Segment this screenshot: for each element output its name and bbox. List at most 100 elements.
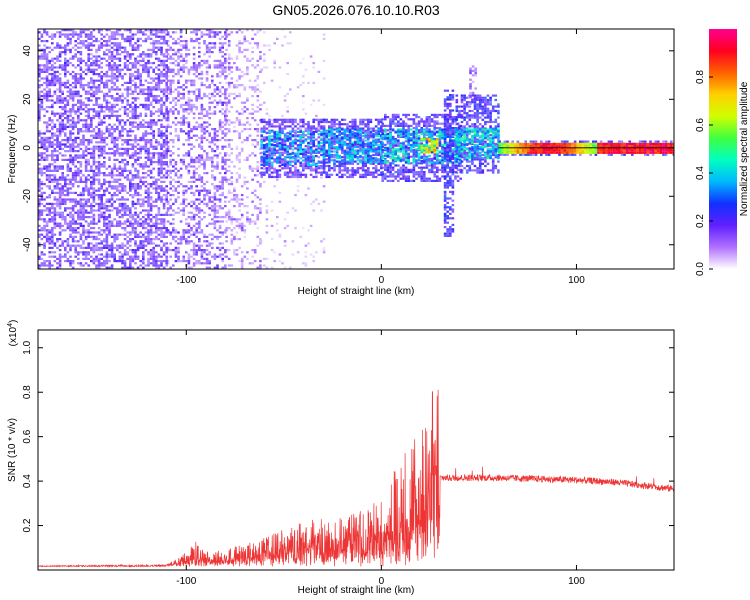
heatmap-cell	[155, 229, 158, 232]
heatmap-cell	[166, 231, 170, 234]
heatmap-cell	[172, 79, 175, 82]
heatmap-cell	[218, 128, 222, 131]
heatmap-cell	[105, 244, 109, 247]
heatmap-cell	[185, 231, 188, 234]
heatmap-cell	[136, 147, 140, 150]
heatmap-cell	[118, 260, 122, 263]
heatmap-cell	[100, 121, 103, 124]
heatmap-cell	[304, 251, 308, 254]
heatmap-cell	[108, 35, 111, 38]
heatmap-cell	[64, 154, 67, 157]
heatmap-cell	[123, 147, 127, 150]
heatmap-cell	[139, 31, 142, 34]
heatmap-cell	[136, 29, 140, 32]
heatmap-cell	[235, 119, 239, 122]
heatmap-cell	[243, 224, 247, 227]
heatmap-cell	[286, 110, 289, 113]
heatmap-cell	[58, 66, 62, 69]
heatmap-cell	[299, 175, 302, 179]
heatmap-cell	[58, 244, 62, 247]
heatmap-cell	[92, 114, 96, 117]
heatmap-cell	[48, 196, 51, 199]
heatmap-cell	[64, 176, 67, 179]
heatmap-cell	[118, 202, 122, 205]
heatmap-cell	[58, 202, 62, 205]
heatmap-cell	[162, 233, 166, 236]
heatmap-cell	[87, 187, 90, 190]
heatmap-cell	[69, 216, 72, 219]
heatmap-cell	[160, 123, 163, 126]
heatmap-cell	[166, 249, 170, 252]
heatmap-cell	[165, 196, 168, 199]
heatmap-cell	[152, 224, 155, 227]
heatmap-cell	[177, 139, 180, 142]
heatmap-cell	[53, 198, 57, 201]
heatmap-cell	[263, 66, 266, 69]
heatmap-cell	[289, 174, 292, 177]
heatmap-cell	[48, 106, 51, 109]
heatmap-cell	[281, 120, 284, 124]
heatmap-cell	[97, 79, 101, 82]
heatmap-cell	[129, 68, 132, 71]
heatmap-cell	[131, 187, 135, 190]
heatmap-cell	[79, 75, 83, 78]
heatmap-cell	[71, 132, 75, 135]
heatmap-cell	[74, 33, 77, 36]
heatmap-cell	[276, 125, 279, 128]
heatmap-cell	[97, 227, 101, 230]
heatmap-cell	[45, 125, 49, 128]
heatmap-cell	[144, 40, 148, 43]
heatmap-cell	[230, 70, 234, 73]
heatmap-cell	[61, 46, 64, 49]
heatmap-cell	[77, 262, 80, 265]
heatmap-cell	[162, 235, 166, 238]
heatmap-cell	[95, 194, 98, 197]
heatmap-cell	[200, 218, 204, 221]
heatmap-cell	[38, 97, 41, 100]
heatmap-cell	[165, 110, 168, 113]
heatmap-cell	[149, 33, 153, 36]
heatmap-cell	[246, 108, 249, 111]
heatmap-cell	[43, 31, 46, 34]
heatmap-cell	[256, 134, 260, 137]
heatmap-cell	[208, 200, 211, 203]
heatmap-cell	[198, 123, 201, 126]
heatmap-cell	[113, 253, 116, 256]
heatmap-cell	[270, 123, 274, 126]
heatmap-cell	[92, 156, 96, 159]
heatmap-cell	[200, 134, 204, 137]
heatmap-cell	[71, 57, 75, 60]
heatmap-cell	[58, 97, 62, 100]
heatmap-cell	[69, 29, 72, 32]
heatmap-cell	[38, 79, 41, 82]
heatmap-cell	[51, 59, 54, 62]
heatmap-cell	[100, 253, 103, 256]
heatmap-cell	[147, 253, 150, 256]
heatmap-cell	[268, 125, 271, 128]
heatmap-cell	[198, 249, 201, 252]
heatmap-cell	[43, 246, 46, 249]
heatmap-cell	[100, 90, 103, 93]
heatmap-cell	[77, 37, 80, 40]
heatmap-cell	[58, 128, 62, 131]
heatmap-cell	[79, 224, 83, 227]
heatmap-cell	[144, 156, 148, 159]
heatmap-cell	[82, 77, 85, 80]
heatmap-cell	[38, 172, 41, 175]
heatmap-cell	[90, 242, 93, 245]
heatmap-cell	[218, 37, 222, 40]
heatmap-cell	[227, 216, 231, 219]
heatmap-cell	[82, 209, 85, 212]
heatmap-cell	[174, 246, 178, 249]
heatmap-cell	[56, 198, 59, 201]
heatmap-cell	[256, 161, 260, 164]
heatmap-cell	[147, 125, 150, 128]
heatmap-cell	[97, 246, 101, 249]
heatmap-cell	[97, 121, 101, 124]
heatmap-cell	[149, 55, 153, 58]
heatmap-cell	[259, 260, 262, 263]
heatmap-cell	[144, 64, 148, 67]
heatmap-cell	[71, 207, 75, 210]
heatmap-cell	[82, 205, 85, 208]
heatmap-cell	[195, 64, 198, 67]
